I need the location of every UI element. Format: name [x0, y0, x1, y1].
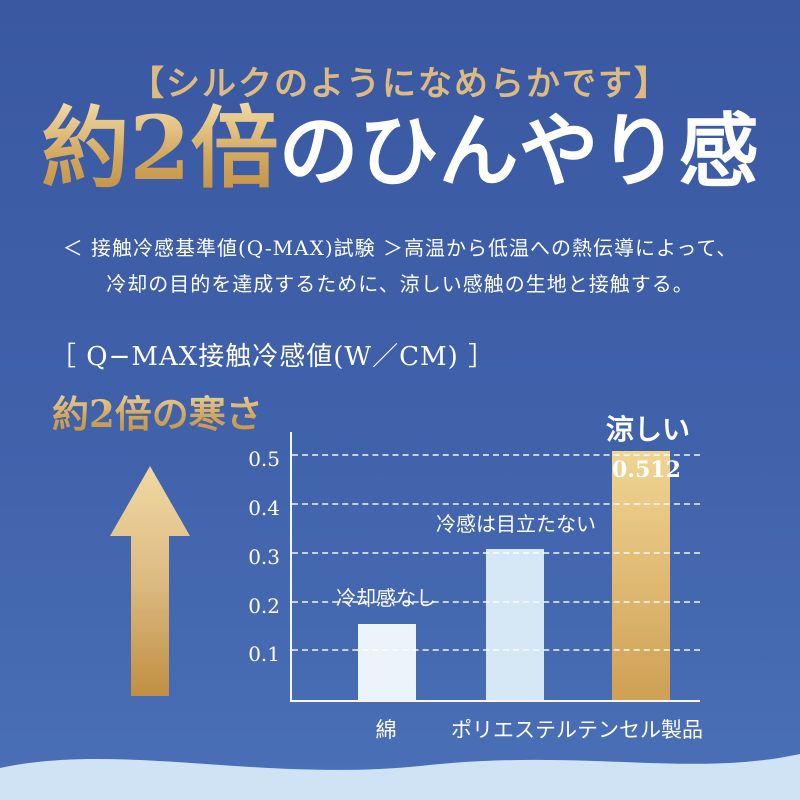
gridline [292, 600, 700, 603]
plot-area: 0.512 [290, 432, 700, 702]
description-line-2: 冷却の目的を達成するために、涼しい感触の生地と接触する。 [106, 272, 694, 296]
bar-value-label: 0.512 [612, 456, 681, 483]
x-axis-label-cotton: 綿 [375, 718, 397, 742]
tagline: 【シルクのようになめらかです】 [130, 64, 670, 104]
x-axis-label-polyester: ポリエステル [451, 718, 577, 742]
arrow-label: 約2倍の寒さ [52, 384, 263, 438]
gridline [292, 649, 700, 652]
bottom-wave [0, 754, 800, 800]
y-tick-label: 0.2 [248, 593, 280, 618]
page-title: 約2倍のひんやり感 [0, 96, 800, 200]
x-axis-label-tencel: テンセル製品 [577, 718, 703, 742]
gridline [292, 551, 700, 554]
gridline [292, 454, 700, 457]
title-highlight: 約2倍 [41, 96, 279, 200]
y-tick-label: 0.5 [248, 447, 280, 472]
y-tick-label: 0.1 [248, 642, 280, 667]
bar-polyester [486, 548, 544, 700]
y-axis: 0.1 0.2 0.3 0.4 0.5 [228, 432, 280, 702]
bottom-wave-path [0, 754, 800, 800]
description-line-1: ＜ 接触冷感基準値(Q-MAX)試験 ＞高温から低温への熱伝導によって、 [62, 236, 738, 260]
annotation-tencel: 涼しい [605, 413, 690, 446]
annotation-polyester: 冷感は目立たない [436, 512, 596, 536]
bar-tencel: 0.512 [612, 450, 681, 700]
y-tick-label: 0.3 [248, 544, 280, 569]
up-arrow-icon [110, 466, 190, 696]
y-tick-label: 0.4 [248, 496, 280, 521]
chart-heading: ［ Q−MAX接触冷感値(W／CM) ］ [50, 342, 496, 372]
annotation-cotton: 冷却感なし [336, 586, 436, 610]
gridline [292, 503, 700, 506]
description: ＜ 接触冷感基準値(Q-MAX)試験 ＞高温から低温への熱伝導によって、 冷却の… [0, 230, 800, 302]
title-rest: のひんやり感 [278, 104, 759, 198]
bar-cotton [358, 624, 416, 700]
